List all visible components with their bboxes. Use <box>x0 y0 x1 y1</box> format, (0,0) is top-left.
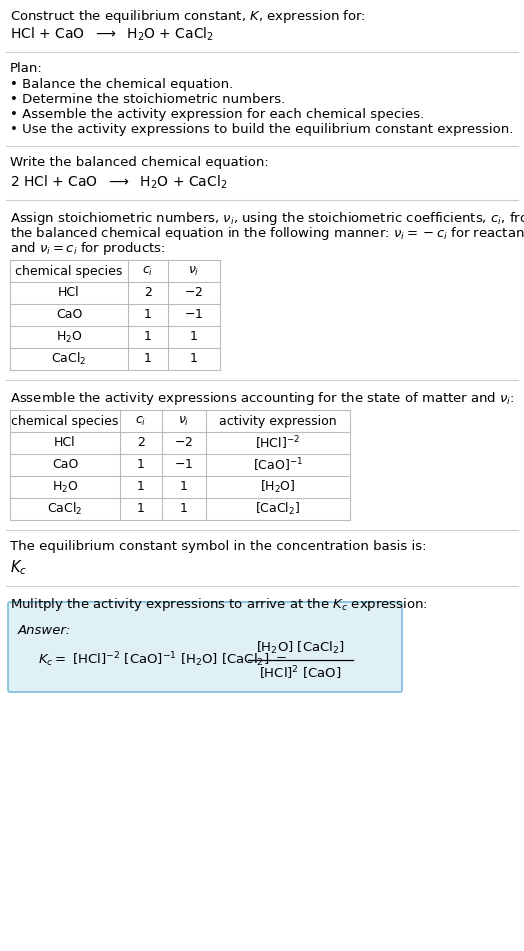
Text: HCl: HCl <box>58 286 80 300</box>
Text: 1: 1 <box>180 480 188 494</box>
Text: $-2$: $-2$ <box>174 437 193 450</box>
Text: [CaO]$^{-1}$: [CaO]$^{-1}$ <box>253 456 303 474</box>
Text: 1: 1 <box>144 308 152 321</box>
Text: and $\nu_i = c_i$ for products:: and $\nu_i = c_i$ for products: <box>10 240 166 257</box>
Text: the balanced chemical equation in the following manner: $\nu_i = -c_i$ for react: the balanced chemical equation in the fo… <box>10 225 524 242</box>
Text: $-1$: $-1$ <box>184 308 204 321</box>
Text: HCl: HCl <box>54 437 76 450</box>
Text: chemical species: chemical species <box>15 264 123 278</box>
Text: $K_c = $ [HCl]$^{-2}$ [CaO]$^{-1}$ [H$_2$O] [CaCl$_2$] $=$: $K_c = $ [HCl]$^{-2}$ [CaO]$^{-1}$ [H$_2… <box>38 650 287 670</box>
Text: [H$_2$O]: [H$_2$O] <box>260 479 296 495</box>
Text: Assign stoichiometric numbers, $\nu_i$, using the stoichiometric coefficients, $: Assign stoichiometric numbers, $\nu_i$, … <box>10 210 524 227</box>
Text: 1: 1 <box>190 353 198 365</box>
Text: [H$_2$O] [CaCl$_2$]: [H$_2$O] [CaCl$_2$] <box>256 640 345 656</box>
Text: $\nu_i$: $\nu_i$ <box>178 415 190 428</box>
Text: $K_c$: $K_c$ <box>10 558 27 576</box>
Text: CaO: CaO <box>56 308 82 321</box>
Text: 1: 1 <box>144 331 152 343</box>
Text: • Balance the chemical equation.: • Balance the chemical equation. <box>10 78 233 91</box>
Text: Answer:: Answer: <box>18 624 71 637</box>
Text: H$_2$O: H$_2$O <box>56 329 82 344</box>
Text: $-2$: $-2$ <box>184 286 203 300</box>
Text: Plan:: Plan: <box>10 62 43 75</box>
Text: 1: 1 <box>144 353 152 365</box>
Text: activity expression: activity expression <box>219 415 337 428</box>
Text: • Determine the stoichiometric numbers.: • Determine the stoichiometric numbers. <box>10 93 285 106</box>
Text: HCl + CaO  $\longrightarrow$  H$_2$O + CaCl$_2$: HCl + CaO $\longrightarrow$ H$_2$O + CaC… <box>10 26 214 44</box>
Text: 2: 2 <box>137 437 145 450</box>
Text: $\nu_i$: $\nu_i$ <box>188 264 200 278</box>
Text: chemical species: chemical species <box>12 415 119 428</box>
Text: $-1$: $-1$ <box>174 458 193 472</box>
Text: $c_i$: $c_i$ <box>135 415 147 428</box>
Text: 1: 1 <box>137 458 145 472</box>
Text: 1: 1 <box>137 480 145 494</box>
Text: Assemble the activity expressions accounting for the state of matter and $\nu_i$: Assemble the activity expressions accoun… <box>10 390 515 407</box>
Text: CaCl$_2$: CaCl$_2$ <box>51 351 86 367</box>
Text: 2: 2 <box>144 286 152 300</box>
Text: • Assemble the activity expression for each chemical species.: • Assemble the activity expression for e… <box>10 108 424 121</box>
Text: [CaCl$_2$]: [CaCl$_2$] <box>255 501 301 517</box>
FancyBboxPatch shape <box>8 602 402 692</box>
Text: [HCl]$^2$ [CaO]: [HCl]$^2$ [CaO] <box>259 664 342 682</box>
Text: 1: 1 <box>180 502 188 515</box>
Text: • Use the activity expressions to build the equilibrium constant expression.: • Use the activity expressions to build … <box>10 123 514 136</box>
Text: 2 HCl + CaO  $\longrightarrow$  H$_2$O + CaCl$_2$: 2 HCl + CaO $\longrightarrow$ H$_2$O + C… <box>10 174 227 191</box>
Text: The equilibrium constant symbol in the concentration basis is:: The equilibrium constant symbol in the c… <box>10 540 427 553</box>
Text: CaO: CaO <box>52 458 78 472</box>
Text: Write the balanced chemical equation:: Write the balanced chemical equation: <box>10 156 269 169</box>
Text: 1: 1 <box>190 331 198 343</box>
Text: H$_2$O: H$_2$O <box>52 479 78 495</box>
Text: CaCl$_2$: CaCl$_2$ <box>47 501 83 517</box>
Text: $c_i$: $c_i$ <box>143 264 154 278</box>
Text: [HCl]$^{-2}$: [HCl]$^{-2}$ <box>256 435 301 452</box>
Text: Construct the equilibrium constant, $K$, expression for:: Construct the equilibrium constant, $K$,… <box>10 8 366 25</box>
Text: Mulitply the activity expressions to arrive at the $K_c$ expression:: Mulitply the activity expressions to arr… <box>10 596 428 613</box>
Text: 1: 1 <box>137 502 145 515</box>
